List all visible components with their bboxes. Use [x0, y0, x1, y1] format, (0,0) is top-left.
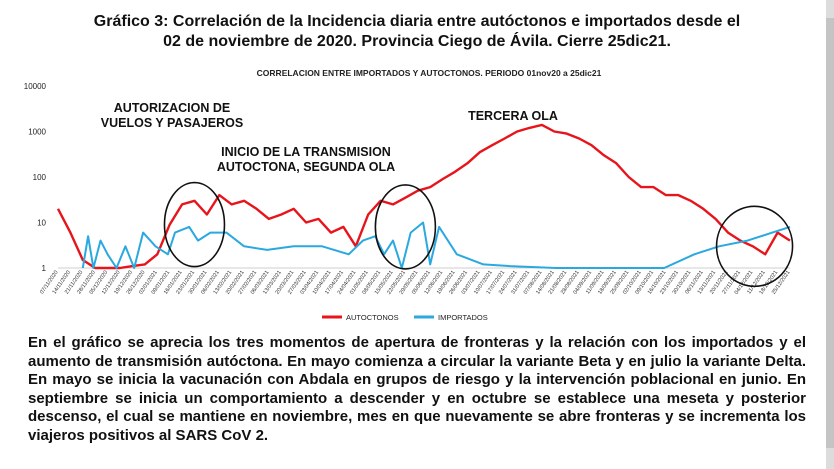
- figure-title: Gráfico 3: Correlación de la Incidencia …: [20, 12, 814, 52]
- annotation-label: TERCERA OLA: [468, 109, 558, 123]
- y-tick-label: 1000: [28, 128, 46, 137]
- y-tick-label: 1: [42, 264, 47, 273]
- chart-title: CORRELACION ENTRE IMPORTADOS Y AUTOCTONO…: [257, 68, 602, 78]
- figure-title-line-1: Gráfico 3: Correlación de la Incidencia …: [93, 13, 741, 30]
- y-tick-label: 10: [37, 219, 46, 228]
- annotation-label: VUELOS Y PASAJEROS: [101, 116, 243, 130]
- series-line-importados: [81, 221, 791, 269]
- highlight-ellipse: [163, 181, 226, 268]
- scrollbar[interactable]: [826, 0, 834, 469]
- y-tick-label: 10000: [24, 82, 47, 91]
- y-tick-label: 100: [33, 173, 47, 182]
- series-line-autoctonos: [56, 123, 791, 270]
- legend-label-autoctonos: AUTOCTONOS: [346, 313, 399, 322]
- figure-title-line-2: 02 de noviembre de 2020. Provincia Ciego…: [163, 33, 671, 50]
- annotation-label: AUTORIZACION DE: [114, 101, 230, 115]
- legend-label-importados: IMPORTADOS: [438, 313, 488, 322]
- annotation-label: AUTOCTONA, SEGUNDA OLA: [217, 160, 395, 174]
- correlation-chart: CORRELACION ENTRE IMPORTADOS Y AUTOCTONO…: [24, 68, 794, 322]
- scrollbar-thumb[interactable]: [826, 18, 834, 448]
- highlight-ellipse: [715, 205, 794, 288]
- annotation-label: INICIO DE LA TRANSMISION: [221, 145, 391, 159]
- explanation-paragraph: En el gráfico se aprecia los tres moment…: [28, 334, 806, 444]
- highlight-ellipse: [374, 184, 437, 270]
